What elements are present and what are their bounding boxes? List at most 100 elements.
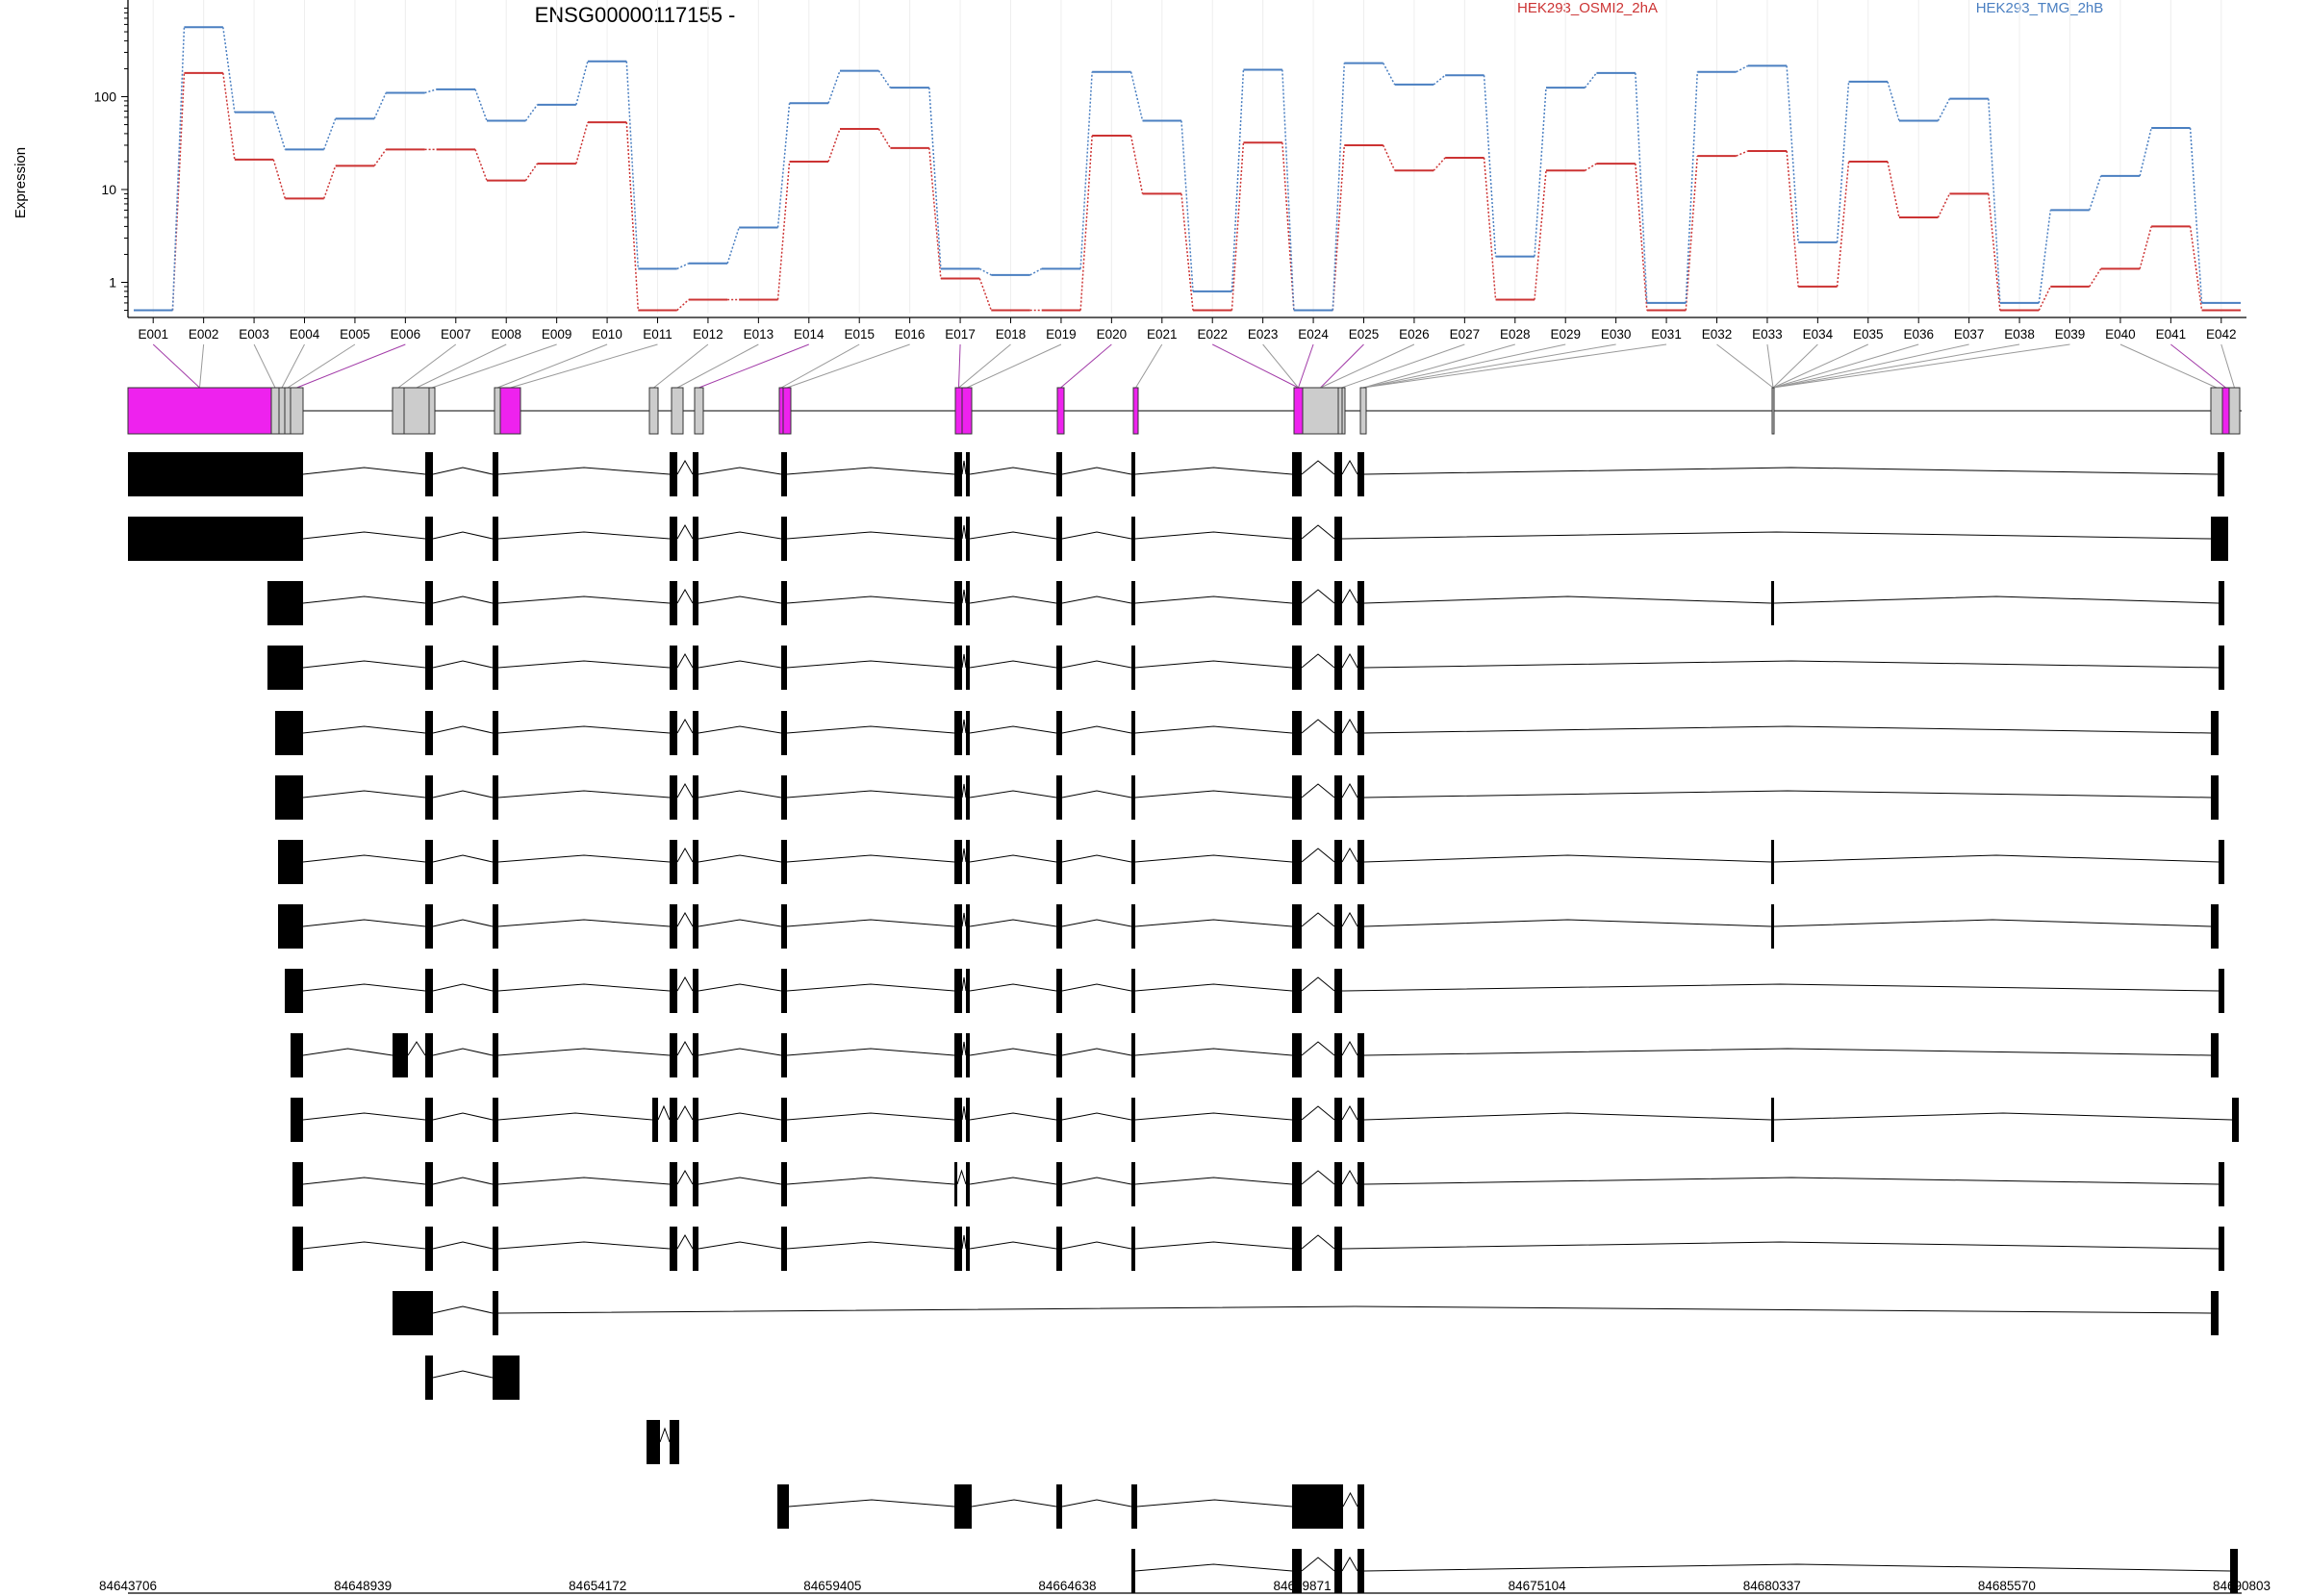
series-connector (776, 103, 791, 228)
intron-line (1341, 983, 2220, 992)
intron-line (961, 783, 967, 798)
intron-line (1363, 919, 1772, 927)
transcript-exon (1334, 1098, 1342, 1142)
transcript-track-3 (267, 581, 2224, 625)
series-connector (1231, 142, 1245, 311)
transcript-exon (267, 646, 303, 690)
transcript-exon (693, 904, 698, 949)
plot-series (134, 26, 2241, 312)
series-connector (373, 148, 387, 166)
intron-line (302, 919, 426, 927)
series-connector (171, 27, 186, 311)
transcript-exon (1357, 1033, 1364, 1077)
intron-line (969, 660, 1057, 669)
plot-gridlines (152, 0, 2222, 314)
connector-E003 (253, 343, 276, 389)
intron-line (698, 790, 782, 798)
transcript-exon (966, 1033, 970, 1077)
gene-model-exon (694, 387, 704, 435)
transcript-exon (781, 581, 787, 625)
intron-line (698, 1112, 782, 1121)
intron-line (1134, 1563, 1293, 1572)
transcript-exon (966, 1162, 970, 1206)
intron-line (1363, 1177, 2220, 1185)
transcript-exon (2219, 1227, 2224, 1271)
series-connector (625, 61, 640, 269)
gene-model-exon (778, 387, 784, 435)
intron-line (1134, 467, 1293, 475)
transcript-exon (954, 517, 962, 561)
coord-label: 84669871 (1274, 1579, 1332, 1593)
transcript-exon (1334, 1227, 1342, 1271)
transcript-exon (1334, 1162, 1342, 1206)
transcript-exon (670, 969, 677, 1013)
intron-line (1341, 847, 1358, 863)
transcript-exon (670, 1033, 677, 1077)
intron-line (676, 459, 694, 475)
connector-E035 (1772, 343, 1868, 389)
transcript-exon (493, 775, 498, 820)
series-connector (272, 112, 287, 150)
connector-E005 (287, 343, 356, 389)
intron-line (432, 1048, 494, 1056)
gene-model-exon (1771, 387, 1775, 435)
series-connector (2139, 127, 2152, 177)
transcript-exon (670, 452, 677, 496)
transcript-exon (1131, 711, 1135, 755)
intron-line (1341, 531, 2212, 540)
gene-model-exon (428, 387, 436, 435)
transcript-exon (2211, 517, 2228, 561)
transcript-exon (781, 904, 787, 949)
intron-line (1363, 1563, 2231, 1572)
intron-line (698, 854, 782, 863)
transcript-exon (781, 452, 787, 496)
exon-label-E033: E033 (1752, 327, 1783, 342)
transcript-exon (1357, 775, 1364, 820)
connector-E016 (786, 343, 910, 389)
transcript-exon (493, 840, 498, 884)
intron-line (969, 1241, 1057, 1250)
intron-line (969, 983, 1057, 992)
coord-label: 84685570 (1978, 1579, 2036, 1593)
intron-line (698, 595, 782, 604)
transcript-exon (954, 1098, 962, 1142)
transcript-exon (670, 775, 677, 820)
connector-E029 (1362, 343, 1566, 389)
exon-label-E008: E008 (491, 327, 521, 342)
connector-E025 (1320, 343, 1364, 389)
intron-line (1301, 653, 1335, 669)
intron-line (1061, 854, 1132, 863)
transcript-exon (1056, 1227, 1062, 1271)
transcript-exon (278, 840, 303, 884)
transcript-exon (1056, 904, 1062, 949)
intron-line (961, 524, 967, 540)
series-connector (1887, 161, 1900, 218)
transcript-exon (966, 581, 970, 625)
series-connector (1129, 71, 1144, 121)
exon-label-E002: E002 (189, 327, 219, 342)
exon-label-E021: E021 (1147, 327, 1178, 342)
transcript-exon (2219, 1162, 2224, 1206)
transcript-exon (2218, 452, 2224, 496)
transcript-track-10 (291, 1033, 2219, 1077)
transcript-exon (2211, 1033, 2219, 1077)
intron-line (1061, 1112, 1132, 1121)
gene-model-exon (290, 387, 304, 435)
exon-label-E022: E022 (1197, 327, 1228, 342)
transcript-exon (1292, 840, 1302, 884)
intron-line (1134, 919, 1293, 927)
intron-line (961, 1105, 967, 1121)
series-connector (474, 89, 488, 121)
transcript-exon (425, 581, 433, 625)
series-connector (978, 267, 992, 276)
intron-line (432, 1112, 494, 1121)
genomic-coordinate-axis: 84643706 84648939 84654172 84659405 84664638… (99, 1579, 2271, 1594)
transcript-exon (966, 517, 970, 561)
exon-label-E007: E007 (441, 327, 471, 342)
intron-line (786, 1177, 955, 1185)
intron-line (407, 1041, 426, 1056)
transcript-exon (781, 775, 787, 820)
gene-model-exon (127, 387, 272, 435)
transcript-track-15 (425, 1355, 520, 1400)
transcript-exon (1131, 517, 1135, 561)
